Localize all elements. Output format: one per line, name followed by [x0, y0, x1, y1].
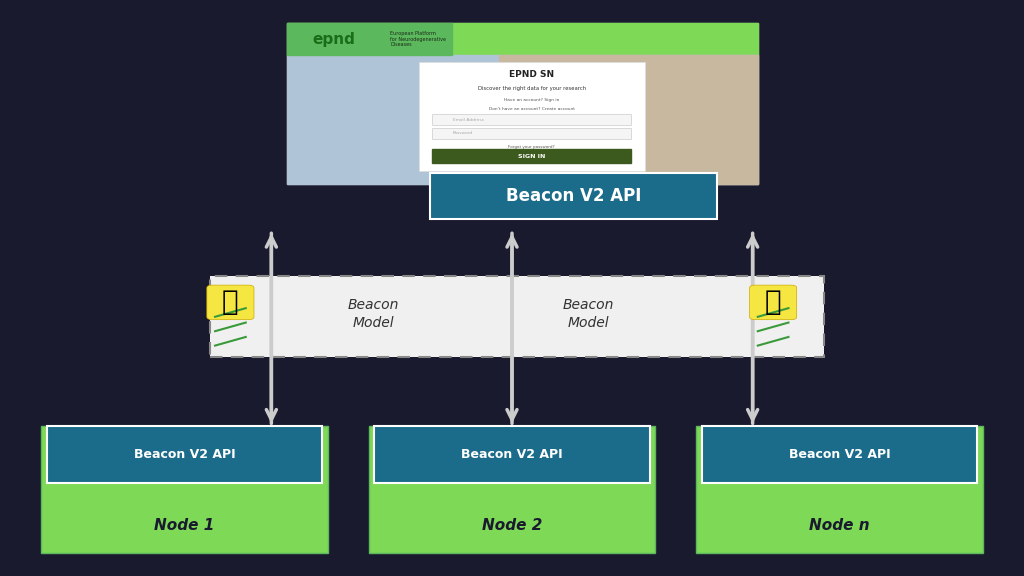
Text: Beacon V2 API: Beacon V2 API [506, 187, 641, 205]
Text: Forgot your password?: Forgot your password? [508, 145, 555, 149]
Text: epnd: epnd [312, 32, 355, 47]
FancyBboxPatch shape [287, 55, 758, 184]
Text: 🧬: 🧬 [765, 289, 781, 316]
FancyBboxPatch shape [432, 150, 631, 162]
FancyBboxPatch shape [41, 426, 328, 553]
Text: EPND SN: EPND SN [509, 70, 554, 79]
Text: Node 2: Node 2 [482, 518, 542, 533]
Text: Password: Password [453, 131, 473, 135]
FancyBboxPatch shape [702, 426, 977, 483]
FancyBboxPatch shape [750, 285, 797, 320]
Text: Discover the right data for your research: Discover the right data for your researc… [477, 86, 586, 90]
FancyBboxPatch shape [499, 55, 758, 184]
Text: SIGN IN: SIGN IN [518, 154, 546, 158]
Text: 🧬: 🧬 [222, 289, 239, 316]
Text: Don't have an account? Create account: Don't have an account? Create account [488, 107, 574, 111]
FancyBboxPatch shape [430, 173, 717, 219]
Text: Beacon V2 API: Beacon V2 API [788, 448, 891, 461]
FancyBboxPatch shape [287, 23, 758, 184]
Text: Beacon
Model: Beacon Model [348, 298, 399, 329]
Text: Beacon V2 API: Beacon V2 API [133, 448, 236, 461]
FancyBboxPatch shape [419, 62, 645, 172]
FancyBboxPatch shape [432, 115, 631, 126]
Text: Beacon V2 API: Beacon V2 API [461, 448, 563, 461]
Text: European Platform
for Neurodegenerative
Diseases: European Platform for Neurodegenerative … [390, 31, 446, 47]
FancyBboxPatch shape [696, 426, 983, 553]
FancyBboxPatch shape [287, 23, 758, 55]
Text: Node 1: Node 1 [155, 518, 214, 533]
FancyBboxPatch shape [432, 127, 631, 138]
Text: Node n: Node n [809, 518, 870, 533]
FancyBboxPatch shape [210, 276, 824, 357]
FancyBboxPatch shape [207, 285, 254, 320]
FancyBboxPatch shape [375, 426, 649, 483]
FancyBboxPatch shape [369, 426, 655, 553]
Text: Email Address: Email Address [453, 118, 483, 122]
FancyBboxPatch shape [287, 23, 452, 55]
FancyBboxPatch shape [47, 426, 322, 483]
Text: Beacon
Model: Beacon Model [563, 298, 614, 329]
Text: Have an account? Sign in: Have an account? Sign in [504, 98, 559, 102]
